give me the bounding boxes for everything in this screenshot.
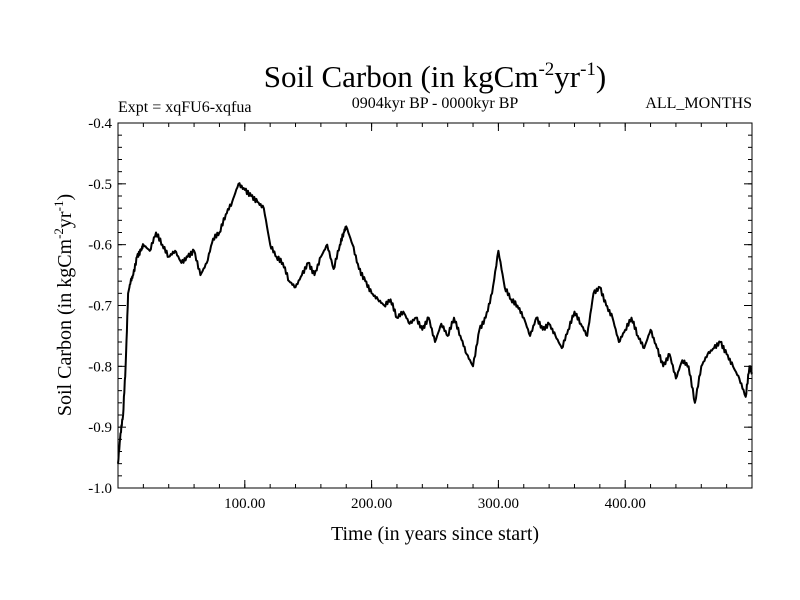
series-line-soil-carbon bbox=[117, 182, 753, 464]
y-axis-ticks bbox=[118, 122, 752, 489]
y-tick-label: -0.4 bbox=[88, 116, 112, 132]
y-tick-label: -1.0 bbox=[88, 481, 112, 497]
y-tick-label: -0.7 bbox=[88, 299, 112, 315]
x-axis-label: Time (in years since start) bbox=[331, 523, 539, 545]
x-tick-label: 400.00 bbox=[605, 496, 646, 512]
y-tick-label: -0.6 bbox=[88, 238, 112, 254]
chart-title: Soil Carbon (in kgCm-2yr-1) bbox=[264, 59, 607, 94]
y-axis-tick-labels: -1.0 -0.9 -0.8 -0.7 -0.6 -0.5 -0.4 bbox=[88, 116, 112, 497]
plot-frame bbox=[117, 122, 753, 489]
x-tick-label: 200.00 bbox=[351, 496, 392, 512]
x-axis-ticks bbox=[142, 123, 728, 488]
subtitle-period: 0904kyr BP - 0000kyr BP bbox=[352, 95, 519, 112]
subtitle-months: ALL_MONTHS bbox=[645, 95, 752, 112]
x-tick-label: 100.00 bbox=[224, 496, 265, 512]
y-axis-label: Soil Carbon (in kgCm-2yr-1) bbox=[51, 194, 76, 416]
y-tick-label: -0.8 bbox=[88, 359, 112, 375]
y-tick-label: -0.9 bbox=[88, 420, 112, 436]
x-axis-tick-labels: 100.00 200.00 300.00 400.00 bbox=[224, 496, 646, 512]
subtitle-experiment: Expt = xqFU6-xqfua bbox=[118, 99, 251, 116]
y-tick-label: -0.5 bbox=[88, 177, 112, 193]
x-tick-label: 300.00 bbox=[478, 496, 519, 512]
